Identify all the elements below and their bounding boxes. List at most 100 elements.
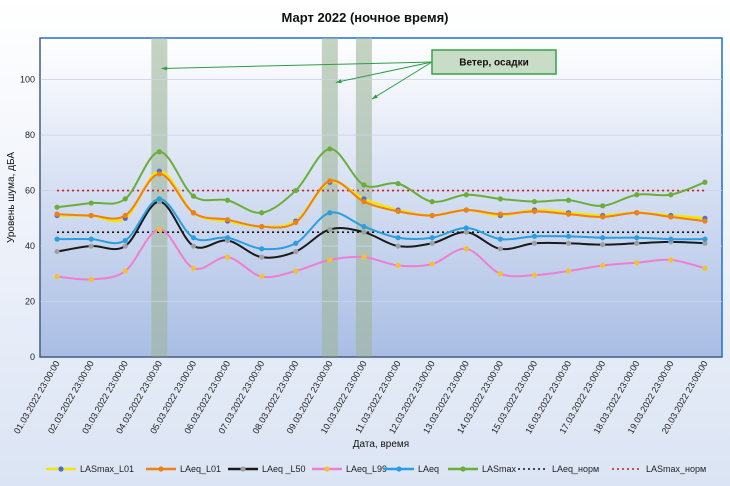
- data-point: [531, 208, 538, 214]
- data-point: [190, 210, 197, 216]
- legend-item: LAeq: [384, 464, 439, 474]
- data-point: [463, 192, 469, 198]
- data-point: [224, 197, 231, 203]
- y-tick-labels: 0 20 40 60 80 100: [20, 75, 35, 362]
- data-point: [702, 179, 708, 185]
- legend-label: LASmax_L01: [80, 464, 134, 474]
- legend-item: LASmax_норм: [612, 464, 706, 474]
- data-point: [531, 199, 538, 205]
- data-point: [497, 196, 503, 202]
- data-point: [88, 212, 94, 219]
- data-point: [702, 265, 708, 271]
- data-point: [190, 235, 197, 241]
- data-point: [156, 226, 162, 232]
- data-point: [259, 210, 265, 216]
- data-point: [361, 229, 367, 235]
- data-point: [122, 268, 128, 274]
- data-point: [122, 196, 128, 202]
- data-point: [122, 243, 128, 249]
- callout-arrowhead: [161, 66, 168, 71]
- data-point: [224, 254, 231, 260]
- y-tick-label: 100: [20, 75, 35, 85]
- data-point: [190, 193, 197, 199]
- data-point: [395, 262, 401, 269]
- data-point: [702, 236, 708, 242]
- series-line: [56, 200, 705, 259]
- data-point: [361, 254, 367, 260]
- data-point: [190, 243, 197, 249]
- data-point: [54, 248, 60, 255]
- data-point: [293, 219, 299, 226]
- plot-area: [39, 37, 723, 358]
- data-point: [259, 224, 265, 230]
- data-point: [463, 225, 469, 231]
- data-point: [497, 236, 503, 242]
- data-point: [463, 229, 469, 235]
- y-axis-title: Уровень шума, дБА: [6, 152, 17, 243]
- data-point: [600, 242, 606, 248]
- data-point: [259, 273, 265, 280]
- data-point: [327, 226, 333, 232]
- data-point: [156, 196, 162, 202]
- data-point: [327, 178, 333, 184]
- data-point: [293, 248, 299, 255]
- data-point: [327, 146, 333, 152]
- data-point: [702, 240, 708, 246]
- data-point: [88, 236, 94, 242]
- legend-label: LASmax_норм: [646, 464, 706, 474]
- legend: LASmax_L01 LAeq_L01 LAeq _L50 LAeq_L99 LAeq L…: [46, 464, 706, 474]
- data-point: [463, 207, 469, 213]
- data-point: [361, 182, 367, 188]
- series-line: [57, 197, 705, 251]
- callout-arrowhead: [371, 94, 378, 100]
- series-line: [57, 172, 706, 229]
- data-point: [463, 246, 469, 252]
- data-point: [156, 171, 162, 177]
- series-lines: [54, 146, 708, 282]
- data-point: [122, 237, 128, 244]
- data-point: [565, 233, 572, 239]
- data-point: [54, 273, 60, 280]
- data-point: [634, 235, 640, 241]
- chart-title: Март 2022 (ночное время): [281, 10, 448, 25]
- data-point: [88, 243, 94, 249]
- legend-label: LAeq: [418, 464, 439, 474]
- legend-label: LAeq_норм: [552, 464, 599, 474]
- callout-arrow: [335, 61, 433, 83]
- legend-marker: [158, 466, 164, 472]
- y-tick-label: 60: [25, 186, 35, 196]
- data-point: [600, 203, 606, 209]
- data-point: [395, 181, 401, 187]
- callout-arrowhead: [335, 79, 342, 84]
- data-point: [224, 217, 231, 223]
- data-point: [668, 192, 674, 198]
- data-point: [497, 246, 503, 252]
- data-point: [429, 212, 435, 219]
- y-tick-label: 40: [25, 241, 35, 251]
- legend-marker: [240, 466, 246, 472]
- data-point: [54, 204, 60, 210]
- x-axis-title: Дата, время: [353, 439, 409, 450]
- data-point: [429, 235, 435, 241]
- data-point: [156, 149, 162, 155]
- legend-label: LAeq _L50: [262, 464, 306, 474]
- y-tick-label: 20: [25, 297, 35, 307]
- data-point: [497, 211, 503, 217]
- data-point: [361, 199, 367, 205]
- data-point: [668, 236, 674, 242]
- data-point: [565, 268, 572, 274]
- weather-highlight-band: [321, 38, 338, 357]
- data-point: [190, 265, 197, 271]
- data-point: [531, 272, 538, 278]
- data-point: [259, 246, 265, 252]
- legend-label: LAeq_L01: [180, 464, 221, 474]
- data-point: [327, 210, 333, 216]
- legend-label: LASmax: [482, 464, 517, 474]
- data-point: [702, 218, 708, 224]
- legend-marker: [460, 466, 466, 472]
- data-point: [668, 214, 674, 220]
- data-point: [361, 224, 367, 230]
- legend-item: LAeq _L50: [228, 464, 306, 474]
- legend-item: LAeq_L99: [312, 464, 387, 474]
